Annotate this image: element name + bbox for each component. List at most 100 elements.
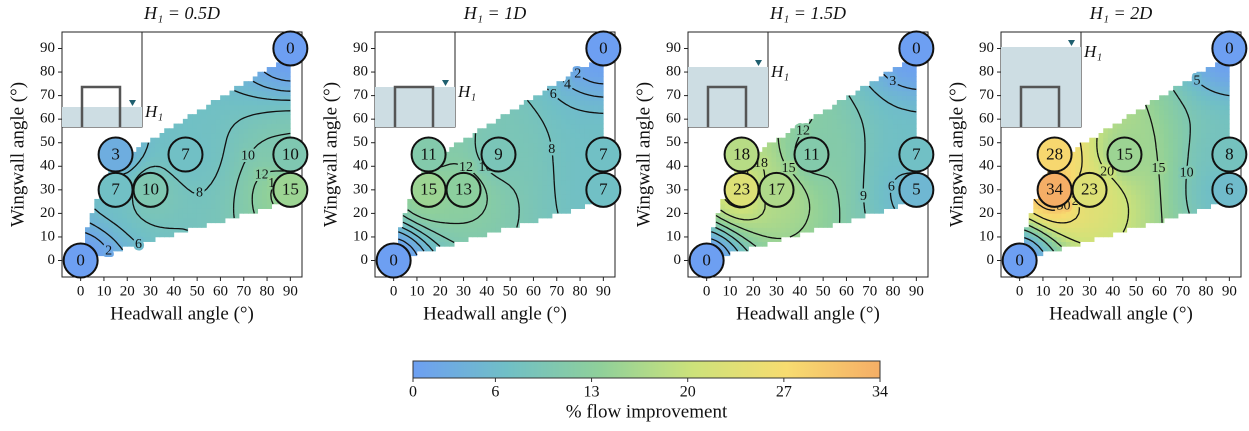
x-tick-label: 50 (503, 283, 518, 299)
x-axis-label: Headwall angle (°) (1049, 303, 1193, 324)
field-cell (1089, 161, 1094, 166)
field-cell (547, 105, 552, 110)
field-cell (519, 157, 524, 162)
field-cell (215, 208, 220, 213)
field-cell (197, 208, 202, 213)
field-cell (1215, 76, 1220, 81)
field-cell (533, 128, 538, 133)
field-cell (851, 142, 856, 147)
field-cell (248, 100, 253, 105)
field-cell (1131, 175, 1136, 180)
field-cell (561, 166, 566, 171)
field-cell (869, 142, 874, 147)
field-cell (1127, 119, 1132, 124)
field-cell (851, 124, 856, 129)
field-cell (262, 119, 267, 124)
field-cell (1080, 232, 1085, 237)
field-cell (202, 171, 207, 176)
field-cell (505, 119, 510, 124)
field-cell (459, 152, 464, 157)
field-cell (790, 128, 795, 133)
field-cell (183, 204, 188, 209)
field-cell (556, 81, 561, 86)
y-tick-label: 80 (666, 63, 681, 79)
field-cell (524, 133, 529, 138)
field-cell (1075, 147, 1080, 152)
field-cell (828, 204, 833, 209)
field-cell (239, 95, 244, 100)
field-cell (575, 166, 580, 171)
field-cell (1145, 204, 1150, 209)
field-cell (1164, 119, 1169, 124)
field-cell (1215, 105, 1220, 110)
field-cell (1141, 119, 1146, 124)
field-cell (907, 67, 912, 72)
field-cell (206, 133, 211, 138)
field-cell (524, 190, 529, 195)
field-cell (851, 185, 856, 190)
field-cell (225, 105, 230, 110)
field-cell (790, 138, 795, 143)
field-cell (869, 185, 874, 190)
field-cell (758, 171, 763, 176)
field-cell (1178, 105, 1183, 110)
contour-label: 10 (241, 148, 255, 163)
field-cell (860, 180, 865, 185)
field-cell (542, 142, 547, 147)
field-cell (911, 67, 916, 72)
field-cell (804, 227, 809, 232)
field-cell (1117, 208, 1122, 213)
field-cell (1210, 95, 1215, 100)
field-cell (851, 213, 856, 218)
field-cell (776, 223, 781, 228)
field-cell (869, 180, 874, 185)
field-cell (505, 204, 510, 209)
field-cell (1182, 147, 1187, 152)
field-cell (407, 213, 412, 218)
field-cell (1178, 128, 1183, 133)
field-cell (584, 124, 589, 129)
field-cell (1159, 128, 1164, 133)
field-cell (911, 119, 916, 124)
field-cell (860, 91, 865, 96)
field-cell (552, 105, 557, 110)
field-cell (206, 119, 211, 124)
field-cell (753, 204, 758, 209)
field-cell (243, 86, 248, 91)
field-cell (1099, 218, 1104, 223)
field-cell (795, 190, 800, 195)
field-cell (215, 194, 220, 199)
field-cell (1206, 194, 1211, 199)
field-cell (463, 152, 468, 157)
x-tick-label: 40 (166, 283, 181, 299)
field-cell (118, 218, 123, 223)
field-cell (229, 185, 234, 190)
field-cell (1071, 161, 1076, 166)
field-cell (1173, 128, 1178, 133)
field-cell (767, 227, 772, 232)
field-cell (883, 86, 888, 91)
point-label: 17 (768, 180, 786, 199)
field-cell (1136, 213, 1141, 218)
field-cell (800, 199, 805, 204)
field-cell (776, 213, 781, 218)
field-cell (1168, 213, 1173, 218)
field-cell (879, 133, 884, 138)
field-cell (855, 213, 860, 218)
field-cell (281, 72, 286, 77)
field-cell (1206, 204, 1211, 209)
field-cell (758, 208, 763, 213)
colorbar-tick-label: 27 (776, 384, 792, 401)
field-cell (538, 190, 543, 195)
field-cell (211, 114, 216, 119)
field-cell (1127, 194, 1132, 199)
field-cell (239, 100, 244, 105)
field-cell (271, 114, 276, 119)
field-cell (239, 194, 244, 199)
y-tick-label: 70 (979, 87, 994, 103)
field-cell (869, 199, 874, 204)
field-cell (113, 232, 118, 237)
field-cell (285, 105, 290, 110)
field-cell (169, 128, 174, 133)
field-cell (804, 204, 809, 209)
